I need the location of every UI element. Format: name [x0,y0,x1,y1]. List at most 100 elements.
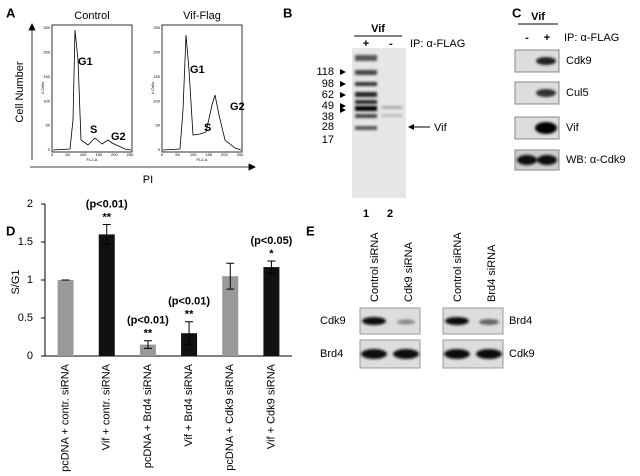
band [355,92,377,97]
marker-label: 49 [322,100,334,112]
gel-bands [355,55,402,130]
mini-tick-label: 200 [43,49,50,54]
p-value: (p<0.05) [250,235,292,247]
column-label: Control siRNA [452,232,464,302]
mini-tick-label: 150 [95,152,102,157]
marker-label: 17 [322,134,334,146]
mini-tick-label: 50 [46,123,51,128]
panel-label: D [6,223,15,238]
marker-label: 62 [322,89,334,101]
gel-header: Vif [371,23,385,35]
histogram [162,34,242,151]
x-tick-label: Vif + Cdk9 siRNA [265,363,277,449]
ip-label: IP: α-FLAG [564,32,619,44]
marker-label: 98 [322,78,334,90]
mini-tick-label: 200 [221,152,228,157]
marker-label: 118 [316,66,334,78]
panel-label: A [6,5,16,20]
column-label: Cdk9 siRNA [403,241,415,302]
mini-tick-label: 50 [65,152,70,157]
phase-label: S [204,122,211,134]
mini-tick-label: 250 [127,152,134,157]
axis-label: S/G1 [10,269,22,294]
histogram [52,29,132,151]
band [355,106,377,111]
mini-tick-label: 100 [153,98,160,103]
mini-tick-label: 150 [43,74,50,79]
band [479,319,499,325]
mini-tick-label: 50 [156,123,161,128]
p-value: (p<0.01) [86,198,128,210]
phase-label: G1 [78,56,93,68]
mini-axis-label: FL2-A [87,157,98,162]
panel-e-blots [359,307,504,369]
band-label: Vif [434,122,448,134]
band [355,70,377,75]
lane-number: 1 [363,208,369,220]
y-tick-label: 0.5 [18,312,33,324]
band [536,57,556,65]
lane-sign: + [363,38,369,50]
plot-title: Control [74,10,109,22]
row-label: Cdk9 [320,315,346,327]
mini-tick-label: 50 [175,152,180,157]
phase-label: G1 [190,64,205,76]
band [355,82,377,86]
row-label: Cdk9 [566,55,592,67]
bar [139,344,156,356]
band [517,155,537,165]
y-tick-label: 2 [27,198,33,210]
band [445,317,469,325]
band [355,100,377,104]
marker-arrows [340,69,346,113]
error-bar [102,224,111,245]
x-tick-label: Vif + Brd4 siRNA [183,363,195,446]
plot-title: Vif-Flag [183,10,221,22]
blot-header: Vif [531,11,545,23]
mini-tick-label: 200 [153,49,160,54]
lane-sign: - [389,38,393,50]
lane-sign: + [544,32,550,44]
band [535,122,557,134]
bar [98,234,115,356]
band [537,155,557,165]
phase-label: S [90,124,97,136]
band [361,349,387,359]
row-label: Brd4 [320,348,343,360]
mini-tick-label: 0 [161,152,164,157]
error-bar [267,260,276,274]
bar [222,276,239,356]
panel-label: B [283,5,292,20]
panel-a-plots [28,23,256,171]
error-bar [226,262,235,290]
mini-axis-label: FL2-A [197,157,208,162]
band [536,89,556,97]
error-bar [185,321,194,346]
mini-tick-label: 250 [237,152,244,157]
y-tick-label: 1.5 [18,236,33,248]
axis-label: PI [143,174,153,186]
band [382,106,402,109]
mini-tick-label: 250 [153,25,160,30]
row-label: Brd4 [509,315,532,327]
significance: ** [102,211,111,223]
bar [263,267,280,356]
phase-label: G2 [111,131,126,143]
mini-axis-label: # Cells [40,82,45,94]
p-value: (p<0.01) [168,296,210,308]
mini-tick-label: 250 [43,25,50,30]
column-label: Control siRNA [369,232,381,302]
panel-label: E [306,223,315,238]
marker-label: 28 [322,121,334,133]
p-value: (p<0.01) [127,315,169,327]
error-bar [143,340,152,349]
arrowhead [408,124,414,130]
blot-bands [517,57,557,165]
row-label: Vif [566,122,580,134]
y-tick-label: 1 [27,274,33,286]
bar [57,280,74,356]
mini-tick-label: 0 [51,152,54,157]
row-label: Cul5 [566,87,589,99]
